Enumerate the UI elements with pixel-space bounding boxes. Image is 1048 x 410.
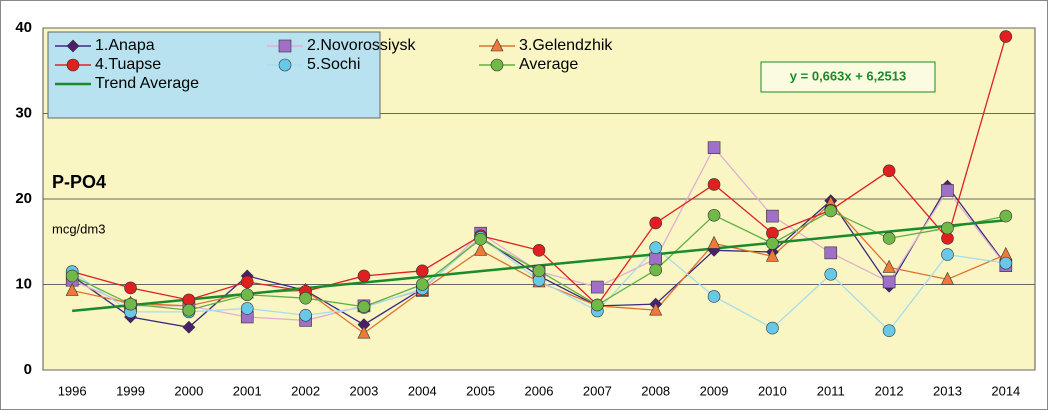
legend-label: 1.Anapa	[95, 37, 155, 54]
marker	[824, 267, 838, 281]
marker	[707, 141, 721, 154]
equation-box	[760, 61, 936, 93]
y-tick-label: 40	[15, 19, 32, 36]
legend-marker	[66, 58, 80, 72]
marker	[707, 208, 721, 222]
x-tick-label: 2011	[817, 383, 845, 398]
marker	[882, 275, 896, 289]
marker	[649, 252, 663, 266]
x-tick-label: 2002	[291, 383, 320, 398]
marker	[707, 178, 721, 191]
x-tick-label: 2004	[408, 383, 437, 398]
marker	[65, 269, 79, 283]
marker	[649, 263, 663, 277]
marker	[474, 232, 487, 246]
legend-box	[47, 31, 381, 119]
marker	[532, 244, 546, 257]
legend-marker	[66, 39, 80, 53]
marker	[415, 278, 429, 291]
marker	[999, 30, 1013, 43]
x-tick-label: 2014	[991, 383, 1020, 398]
y-tick-label: 10	[15, 275, 32, 292]
marker	[649, 216, 663, 230]
legend: 1.Anapa 2.Novorossiysk 3.Gelendzhik 4.Tuaps…	[55, 37, 613, 92]
marker	[707, 235, 721, 249]
legend-label: 2.Novorossiysk	[307, 37, 416, 54]
legend-label: Trend Average	[95, 75, 199, 92]
marker	[299, 291, 312, 305]
x-tick-label: 1996	[58, 383, 87, 398]
marker	[941, 221, 954, 235]
x-tick-label: 2003	[349, 383, 378, 398]
marker	[882, 259, 896, 273]
marker	[474, 242, 488, 256]
legend-marker	[278, 58, 292, 72]
x-tick-label: 2006	[525, 383, 554, 398]
marker	[940, 271, 954, 285]
legend-label: 5.Sochi	[307, 56, 360, 73]
legend-marker	[490, 58, 504, 72]
marker	[999, 256, 1013, 270]
parameter-label: P-PO4	[52, 172, 106, 192]
marker	[824, 246, 838, 260]
marker	[240, 302, 254, 315]
legend-label: 3.Gelendzhik	[519, 37, 613, 54]
marker	[707, 290, 721, 303]
marker	[649, 302, 663, 316]
lines	[65, 30, 1013, 339]
x-tick-label: 2007	[583, 383, 612, 398]
marker	[649, 241, 663, 255]
marker	[999, 209, 1013, 223]
x-tick-label: 2005	[466, 383, 495, 398]
marker	[824, 204, 838, 218]
marker	[882, 164, 896, 178]
marker	[182, 303, 196, 317]
y-tick-label: 0	[24, 361, 32, 378]
marker	[532, 264, 546, 278]
legend-label: 4.Tuapse	[95, 56, 161, 73]
marker	[357, 325, 371, 339]
marker	[415, 264, 429, 278]
x-tick-label: 2001	[233, 383, 262, 398]
marker	[766, 209, 779, 223]
marker	[882, 232, 896, 245]
marker	[766, 237, 779, 250]
marker	[240, 288, 254, 302]
legend-label: Average	[519, 56, 578, 73]
marker	[882, 324, 896, 337]
legend-marker	[278, 39, 292, 53]
marker	[357, 269, 371, 283]
marker	[65, 282, 79, 296]
marker	[357, 300, 371, 314]
x-tick-label: 2010	[758, 383, 787, 398]
marker	[765, 248, 779, 262]
legend-marker	[490, 38, 504, 52]
marker	[941, 248, 954, 261]
marker	[124, 297, 137, 311]
unit-label: mcg/dm3	[52, 221, 105, 236]
y-tick-label: 30	[15, 104, 32, 121]
marker	[591, 280, 604, 294]
x-tick-label: 2008	[641, 383, 670, 398]
marker	[124, 281, 137, 295]
marker	[941, 184, 954, 197]
x-tick-label: 1999	[116, 383, 145, 398]
marker	[182, 320, 196, 334]
marker	[299, 308, 312, 322]
marker	[240, 275, 254, 289]
marker	[766, 321, 779, 335]
y-tick-label: 20	[15, 190, 32, 207]
x-tick-label: 2013	[933, 383, 962, 398]
marker	[591, 298, 604, 312]
x-tick-label: 2009	[700, 383, 729, 398]
x-tick-label: 2000	[174, 383, 203, 398]
x-tick-label: 2012	[875, 383, 904, 398]
trend-equation: y = 0,663x + 6,2513	[790, 68, 906, 83]
